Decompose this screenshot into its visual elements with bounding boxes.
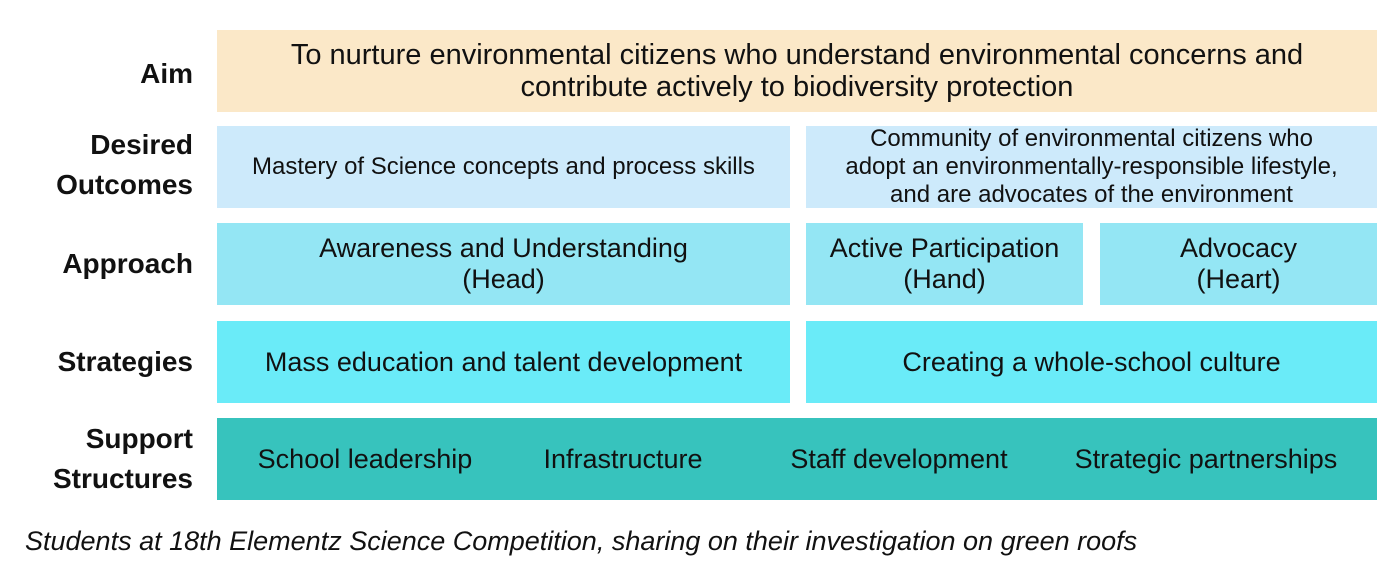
outcome-box-science-mastery: Mastery of Science concepts and process … <box>217 126 790 208</box>
row-label-approach-text: Approach <box>62 248 193 279</box>
row-label-strategies: Strategies <box>0 342 193 382</box>
outcome-line-1: Community of environmental citizens who <box>870 125 1313 152</box>
approach-heart-line-2: (Heart) <box>1196 264 1281 294</box>
outcome-line-2: adopt an environmentally-responsible lif… <box>845 153 1338 180</box>
outcome-box-science-mastery-text: Mastery of Science concepts and process … <box>252 153 755 180</box>
row-label-approach: Approach <box>0 244 193 284</box>
figure-caption: Students at 18th Elementz Science Compet… <box>25 526 1138 556</box>
support-item-staff-development-text: Staff development <box>790 443 1008 474</box>
aim-line-1: To nurture environmental citizens who un… <box>290 39 1304 71</box>
approach-head-line-1: Awareness and Understanding <box>319 233 688 263</box>
row-label-support-structures-line-2: Structures <box>52 463 193 494</box>
approach-heart-line-1: Advocacy <box>1179 233 1298 263</box>
row-label-desired-outcomes: Desired Outcomes <box>0 124 193 206</box>
outcome-line-3: and are advocates of the environment <box>890 181 1293 208</box>
row-label-aim: Aim <box>0 54 193 94</box>
support-structures-box: School leadership Infrastructure Staff d… <box>217 418 1377 500</box>
support-item-strategic-partnerships-text: Strategic partnerships <box>1074 443 1338 474</box>
strategy-mass-education-text: Mass education and talent development <box>264 346 743 377</box>
aim-box: To nurture environmental citizens who un… <box>217 30 1377 112</box>
support-item-school-leadership: School leadership <box>217 418 513 500</box>
strategy-box-mass-education: Mass education and talent development <box>217 321 790 403</box>
approach-hand-line-1: Active Participation <box>829 233 1060 263</box>
aim-line-2: contribute actively to biodiversity prot… <box>520 71 1074 103</box>
row-label-desired-outcomes-line-2: Outcomes <box>56 169 193 200</box>
support-item-school-leadership-text: School leadership <box>257 443 473 474</box>
approach-box-hand: Active Participation (Hand) <box>806 223 1083 305</box>
strategy-box-whole-school: Creating a whole-school culture <box>806 321 1377 403</box>
row-label-strategies-text: Strategies <box>57 346 193 377</box>
row-label-aim-text: Aim <box>140 58 193 89</box>
row-label-support-structures-line-1: Support <box>85 423 193 454</box>
support-item-staff-development: Staff development <box>757 418 1041 500</box>
approach-box-head: Awareness and Understanding (Head) <box>217 223 790 305</box>
support-item-infrastructure: Infrastructure <box>513 418 733 500</box>
approach-box-heart: Advocacy (Heart) <box>1100 223 1377 305</box>
support-item-strategic-partnerships: Strategic partnerships <box>1051 418 1361 500</box>
approach-head-line-2: (Head) <box>462 264 545 294</box>
approach-hand-line-2: (Hand) <box>903 264 986 294</box>
row-label-support-structures: Support Structures <box>0 418 193 500</box>
row-label-desired-outcomes-line-1: Desired <box>90 129 193 160</box>
outcome-box-environmental-citizens: Community of environmental citizens who … <box>806 125 1377 208</box>
strategy-whole-school-text: Creating a whole-school culture <box>902 346 1281 377</box>
support-item-infrastructure-text: Infrastructure <box>543 443 703 474</box>
